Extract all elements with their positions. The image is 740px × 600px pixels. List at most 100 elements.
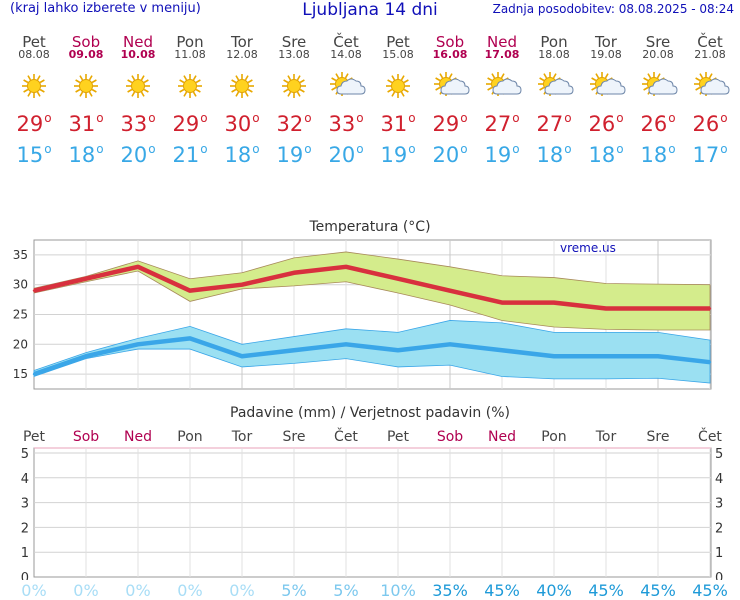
y-tick-label-right: 3 xyxy=(715,497,723,512)
min-temperature-line-point xyxy=(240,355,244,358)
max-temperature-line-point xyxy=(344,265,348,269)
max-temperature: 27o xyxy=(536,111,572,136)
y-tick-label-right: 0 xyxy=(715,571,723,580)
max-temperature-band xyxy=(33,251,711,331)
location-hint[interactable]: (kraj lahko izberete v meniju) xyxy=(10,1,201,16)
precipitation-probability: 40% xyxy=(536,581,572,600)
min-temperature-line-point xyxy=(84,355,88,358)
precipitation-chart: 0 0 1 1 2 2 3 3 4 4 5 5 xyxy=(21,447,724,580)
precipitation-probability: 45% xyxy=(640,581,676,600)
precipitation-day-label: Sre xyxy=(282,429,306,445)
y-tick-label-right: 5 xyxy=(715,447,723,462)
precipitation-probability: 5% xyxy=(333,581,359,600)
precipitation-day-label: Sob xyxy=(72,429,100,445)
min-temperature-line-point xyxy=(292,349,296,352)
max-temperature: 26o xyxy=(640,111,676,136)
precipitation-day-label: Pet xyxy=(386,429,410,445)
min-temperature: 18o xyxy=(68,142,104,167)
max-temperature: 33o xyxy=(328,111,364,136)
day-name: Ned xyxy=(487,33,517,51)
min-temperature-line-point xyxy=(32,372,36,376)
day-date: 13.08 xyxy=(278,48,310,61)
day-date: 10.08 xyxy=(120,48,156,61)
precipitation-day-label: Ned xyxy=(124,429,152,445)
precipitation-day-label: Sre xyxy=(646,429,670,445)
min-temperature: 18o xyxy=(536,142,572,167)
sun-cloud-icon xyxy=(684,72,736,100)
min-temperature-line-point xyxy=(552,355,556,358)
y-tick-label-right: 1 xyxy=(715,546,723,561)
day-name: Tor xyxy=(231,33,253,51)
max-temperature-line-point xyxy=(84,277,88,280)
precipitation-day-label: Čet xyxy=(334,429,358,445)
sun-icon xyxy=(164,72,216,100)
y-tick-label-right: 2 xyxy=(715,521,723,536)
max-temperature-line-point xyxy=(604,307,608,310)
max-temperature: 29o xyxy=(432,111,468,136)
day-date: 16.08 xyxy=(432,48,468,61)
min-temperature: 19o xyxy=(380,142,416,167)
max-temperature-line-point xyxy=(500,301,504,304)
day-name: Ned xyxy=(123,33,153,51)
precipitation-probability: 45% xyxy=(484,581,520,600)
max-temperature: 26o xyxy=(588,111,624,136)
max-temperature-line-point xyxy=(136,265,140,269)
min-temperature-line xyxy=(33,336,711,377)
max-temperature-line xyxy=(33,264,710,311)
day-date: 08.08 xyxy=(18,48,50,61)
y-tick-label-left: 5 xyxy=(21,447,29,462)
sun-icon xyxy=(60,72,112,100)
y-tick-label-left: 0 xyxy=(21,571,29,580)
sun-icon xyxy=(216,72,268,100)
min-temperature: 20o xyxy=(120,142,156,167)
min-temperature-line-point xyxy=(500,349,504,352)
sun-icon xyxy=(8,72,60,100)
y-tick-label: 30 xyxy=(13,278,28,292)
y-tick-label-left: 4 xyxy=(21,472,29,487)
min-temperature-band xyxy=(33,320,711,384)
watermark: vreme.us xyxy=(560,241,616,255)
day-date: 14.08 xyxy=(330,48,362,61)
precipitation-probability: 45% xyxy=(692,581,728,600)
max-temperature-line-point xyxy=(188,289,192,292)
precipitation-probability: 35% xyxy=(432,581,468,600)
min-temperature-line-point xyxy=(604,355,608,358)
y-tick-label: 15 xyxy=(13,367,28,381)
day-date: 18.08 xyxy=(538,48,570,61)
day-name: Pon xyxy=(540,33,568,51)
max-temperature-line-point xyxy=(708,307,712,310)
day-name: Pon xyxy=(176,33,204,51)
sun-cloud-icon xyxy=(476,72,528,100)
precipitation-probability: 0% xyxy=(177,581,203,600)
day-name: Sob xyxy=(71,33,101,51)
min-temperature-line-point xyxy=(136,343,140,346)
day-name: Pet xyxy=(386,33,410,51)
sun-icon xyxy=(372,72,424,100)
precipitation-day-label: Sob xyxy=(436,429,464,445)
day-name: Sob xyxy=(435,33,465,51)
y-tick-label-right: 4 xyxy=(715,472,723,487)
y-tick-label: 25 xyxy=(13,308,28,322)
min-temperature: 20o xyxy=(328,142,364,167)
max-temperature-line-point xyxy=(448,289,452,292)
max-temperature: 26o xyxy=(692,111,728,136)
y-tick-label-left: 3 xyxy=(21,497,29,512)
y-tick-label-left: 1 xyxy=(21,546,29,561)
max-temperature: 32o xyxy=(276,111,312,136)
max-temperature: 31o xyxy=(68,111,104,136)
precipitation-day-label: Pon xyxy=(541,429,567,445)
max-temperature-line-point xyxy=(32,289,36,292)
sun-icon xyxy=(112,72,164,100)
sun-cloud-icon xyxy=(320,72,372,100)
precipitation-day-label: Tor xyxy=(231,429,253,445)
max-temperature-line-point xyxy=(240,283,244,286)
max-temperature-line-point xyxy=(552,301,556,304)
day-date: 19.08 xyxy=(590,48,622,61)
max-temperature-line-point xyxy=(292,271,296,274)
precipitation-probability: 0% xyxy=(21,581,47,600)
min-temperature-line-point xyxy=(344,343,348,346)
min-temperature-line-point xyxy=(448,343,452,346)
precipitation-day-label: Pon xyxy=(177,429,203,445)
sun-cloud-icon xyxy=(528,72,580,100)
